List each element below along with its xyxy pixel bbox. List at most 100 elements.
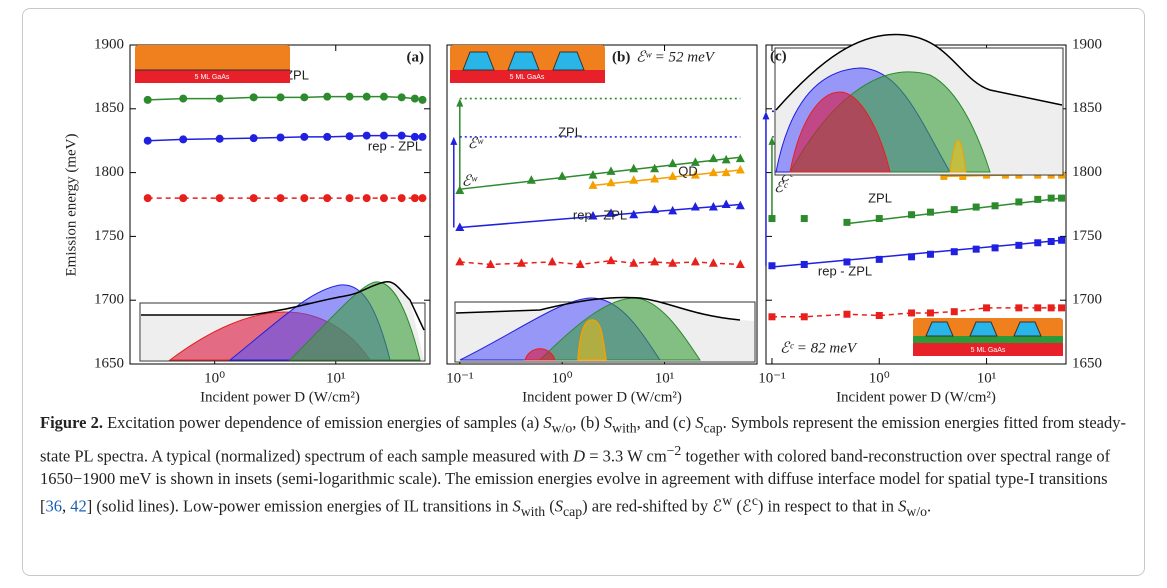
caption-text: ( — [545, 496, 555, 516]
marker — [629, 175, 639, 184]
marker — [362, 194, 371, 203]
marker — [588, 170, 598, 179]
series-label: ZPL — [285, 67, 309, 82]
marker — [300, 194, 309, 203]
marker — [606, 208, 616, 217]
series-line — [771, 307, 1062, 318]
arrow-label: ℰʷ — [468, 136, 484, 152]
series-label: rep - ZPL — [573, 207, 627, 222]
figure: 10⁰ 10¹ 1650 1700 1750 1800 1850 1900 ZPL rep - Z… — [63, 33, 1102, 405]
y-tick-label: 1800 — [1072, 164, 1102, 180]
marker — [629, 209, 639, 219]
marker — [215, 134, 224, 143]
marker — [575, 259, 585, 268]
marker — [249, 194, 258, 203]
caption-text: D — [573, 446, 586, 466]
citation[interactable]: 42 — [70, 496, 87, 516]
marker — [690, 256, 700, 266]
spectrum — [775, 33, 1063, 111]
caption-text: w/o — [551, 420, 573, 436]
marker — [418, 95, 427, 104]
band-orange — [949, 139, 967, 173]
series-label: ZPL — [868, 190, 892, 205]
marker — [143, 95, 152, 104]
marker — [708, 153, 718, 163]
caption-text: together with colored band-reconstructio… — [40, 446, 1111, 516]
arrow-label: ℰʷ — [462, 174, 478, 190]
marker — [800, 215, 808, 223]
marker — [768, 262, 776, 270]
marker — [276, 93, 285, 102]
marker — [650, 163, 660, 173]
marker — [950, 308, 958, 316]
marker — [1058, 304, 1066, 312]
marker — [418, 194, 427, 203]
marker — [455, 256, 465, 266]
marker — [557, 171, 567, 180]
caption-text: cap — [563, 504, 583, 520]
caption-text: ) in respect to that in — [757, 496, 899, 516]
marker — [455, 185, 465, 194]
marker — [1034, 304, 1042, 312]
marker — [276, 194, 285, 203]
x-tick-label: 10⁰ — [869, 370, 890, 386]
marker — [516, 258, 526, 267]
band-orange — [577, 319, 607, 361]
marker — [875, 215, 883, 223]
marker — [410, 94, 419, 103]
y-tick-label: 1850 — [1072, 100, 1102, 116]
marker — [379, 194, 388, 203]
marker — [418, 132, 427, 141]
marker — [1034, 239, 1042, 247]
inset-label: 5 ML GaAs — [510, 74, 545, 81]
y-tick-label: 1900 — [94, 36, 124, 52]
figure-number: Figure 2. — [40, 413, 103, 432]
figure-frame — [22, 8, 1145, 576]
marker — [926, 208, 934, 216]
marker — [249, 134, 258, 143]
y-axis-label: Emission energy (meV) — [63, 133, 79, 276]
series-label: ZPL — [558, 124, 582, 139]
quantum-dots — [925, 321, 1042, 337]
marker — [843, 310, 851, 318]
marker — [950, 248, 958, 256]
marker — [143, 194, 152, 203]
caption-text: cap — [703, 420, 723, 436]
caption-text: S — [554, 496, 564, 516]
marker — [1047, 304, 1055, 312]
marker — [179, 194, 188, 203]
caption-text: with — [612, 420, 637, 436]
caption-text: , and (c) — [636, 413, 696, 432]
marker — [323, 132, 332, 141]
inset-label: 5 ML GaAs — [971, 347, 1006, 354]
layer-il — [913, 336, 1063, 343]
marker — [668, 205, 678, 215]
marker — [735, 153, 745, 163]
marker — [323, 92, 332, 101]
marker — [735, 259, 745, 268]
marker — [606, 166, 616, 175]
annotation: ℰᶜ = 82 meV — [780, 340, 858, 356]
marker — [650, 256, 660, 266]
marker — [526, 175, 536, 184]
panel-label: (b) — [612, 49, 630, 65]
caption-text: w/o — [906, 504, 928, 520]
x-tick-label: 10¹ — [326, 370, 346, 386]
annotation: ℰʷ = 52 meV — [636, 49, 716, 65]
band-red — [789, 91, 891, 173]
fit-line — [771, 239, 1062, 268]
caption-text: with — [520, 504, 546, 520]
citation[interactable]: 36 — [45, 496, 63, 516]
marker — [690, 157, 700, 166]
marker — [908, 253, 916, 261]
caption-text: ] (solid lines). Low-power emission ener… — [86, 496, 513, 516]
marker — [721, 199, 731, 208]
marker — [972, 203, 980, 211]
marker — [606, 255, 616, 265]
marker — [1047, 194, 1055, 202]
layer-gaas — [913, 343, 1063, 356]
marker — [908, 211, 916, 219]
caption-text: . Symbols represent the emission energie… — [40, 413, 1127, 466]
marker — [1058, 194, 1066, 202]
band-red — [524, 348, 556, 361]
